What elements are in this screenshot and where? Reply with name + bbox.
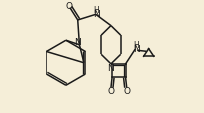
Text: N: N: [132, 44, 139, 53]
Text: H: H: [93, 6, 99, 15]
Text: O: O: [123, 87, 130, 96]
Text: H: H: [133, 40, 139, 49]
Text: N: N: [107, 63, 114, 72]
Text: N: N: [92, 10, 99, 19]
Text: O: O: [65, 2, 72, 11]
Text: N: N: [74, 38, 81, 47]
Text: O: O: [107, 87, 114, 96]
